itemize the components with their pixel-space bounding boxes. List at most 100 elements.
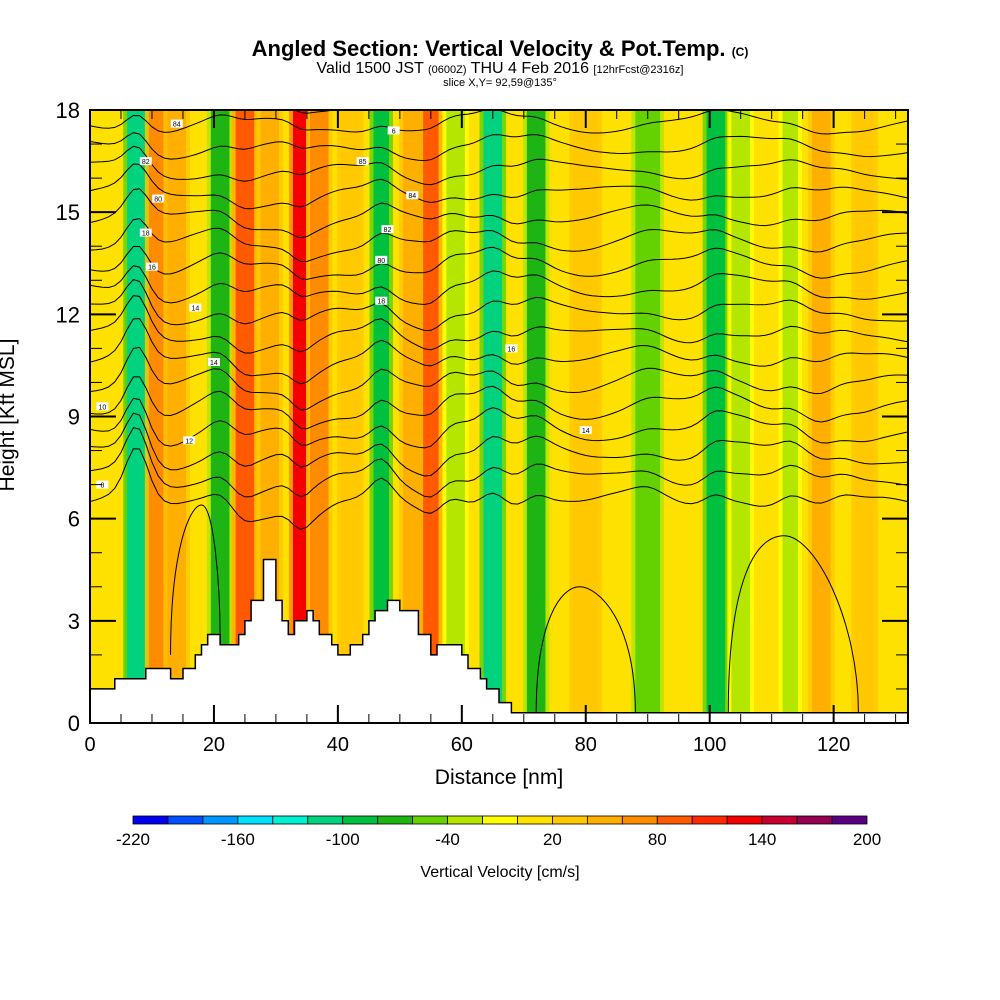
isentrope-label: 18 [375,296,388,306]
isentrope-label-box [139,228,152,237]
velocity-band [573,110,599,723]
isentrope-label-text: 12 [185,438,193,445]
colorbar: -220 -160 -100 -40 20 80 140 200 [116,815,881,849]
colorbar-swatch [342,815,379,825]
velocity-band [811,110,831,723]
isentrope-label: 16 [505,344,518,353]
colorbar-swatch [831,815,868,825]
velocity-band [309,110,329,723]
colorbar-swatch [761,815,798,825]
isentrope-label-text: 14 [582,428,590,435]
colorbar-tick-label: 20 [543,830,562,849]
velocity-band [483,110,503,723]
colorbar-swatch [517,815,553,825]
colorbar-swatch [691,815,728,825]
colorbar-swatch [796,815,833,825]
velocity-band [292,110,309,723]
isentrope-label-box [406,191,419,200]
y-tick-label: 12 [56,302,80,327]
chart-title: Angled Section: Vertical Velocity & Pot.… [0,36,1000,62]
colorbar-swatch [552,815,588,825]
forecast-info: [12hrFcst@2316z] [593,64,684,76]
velocity-field [90,110,908,723]
isentrope-label-box [96,402,109,411]
colorbar-swatch [237,815,274,825]
isentrope-line [90,132,908,162]
isentrope-label-box [96,480,109,489]
velocity-band [402,110,422,723]
isentrope-label-text: 84 [408,193,416,200]
lower-contour [727,535,859,713]
isentrope-label: 14 [189,303,202,313]
isentrope-label: 82 [381,225,394,234]
colorbar-swatch [377,815,414,825]
isentrope-label: 80 [152,194,165,204]
lower-contour [170,504,221,655]
terrain-fill [90,559,908,723]
valid-date: THU 4 Feb 2016 [470,60,589,77]
isentrope-label-box [139,157,152,166]
colorbar-swatch [167,815,204,825]
colorbar-swatch [656,815,693,825]
y-tick-label: 3 [68,609,80,634]
isentrope-label-text: 18 [377,299,385,306]
terrain-outline [90,558,908,714]
velocity-band [635,110,661,723]
isentrope-label-text: 18 [142,231,150,238]
isentrope-line [90,110,908,135]
isentrope-line [90,427,908,498]
colorbar-swatch [447,815,483,825]
isentrope-label: 12 [183,436,196,445]
colorbar-tick-label: 200 [853,830,881,849]
isentrope-line [90,218,908,263]
colorbar-swatch [132,815,169,825]
velocity-band [210,110,230,723]
colorbar-swatch [412,815,448,825]
utc-time: (0600Z) [428,64,467,76]
isentrope-label-box [183,436,196,445]
isentrope-label-text: 85 [359,159,367,166]
velocity-band [167,110,187,723]
isentrope-line [90,412,908,477]
x-tick-label: 60 [451,734,473,756]
colorbar-tick-label: -100 [326,830,360,849]
isentrope-label: 84 [406,191,419,200]
isentrope-label-box [375,296,388,305]
isentrope-label-box [152,194,165,203]
isentrope-label: 18 [139,228,152,238]
isentrope-line [90,448,908,530]
isentrope-line [90,265,908,306]
isentrope-label: 82 [139,157,152,166]
isentrope-label-box [375,255,388,264]
colorbar-tick-label: -40 [435,830,460,849]
velocity-band [855,110,874,723]
velocity-band [423,110,439,723]
isentrope-label-box [189,303,202,312]
isentrope-label-text: 84 [173,122,181,129]
isentrope-label-box [579,426,592,435]
colorbar-label: Vertical Velocity [cm/s] [420,864,580,881]
colorbar-swatch [726,815,763,825]
y-axis-label-text: Height [Kft MSL] [0,338,19,492]
isentrope-label-text: 14 [191,306,199,313]
x-tick-label: 120 [817,734,850,756]
isentrope-label-text: 14 [210,360,218,367]
isentrope-line [90,145,908,186]
x-axis-label: Distance [nm] [434,766,564,789]
isentrope-label-box [381,225,394,234]
y-tick-label: 9 [68,405,80,430]
isentrope-label: 14 [207,358,220,367]
isentrope-label-text: 16 [507,346,515,353]
y-tick-label: 0 [68,711,80,736]
colorbar-swatch [586,815,623,825]
colorbar-swatch [272,815,309,825]
isentrope-label-text: 80 [377,258,385,265]
x-tick-label: 80 [575,734,597,756]
velocity-band [526,110,546,723]
title-unit: (C) [731,45,749,59]
isentrope-label: 14 [579,426,592,435]
velocity-band [235,110,255,723]
isentrope-label-text: 6 [392,128,396,135]
